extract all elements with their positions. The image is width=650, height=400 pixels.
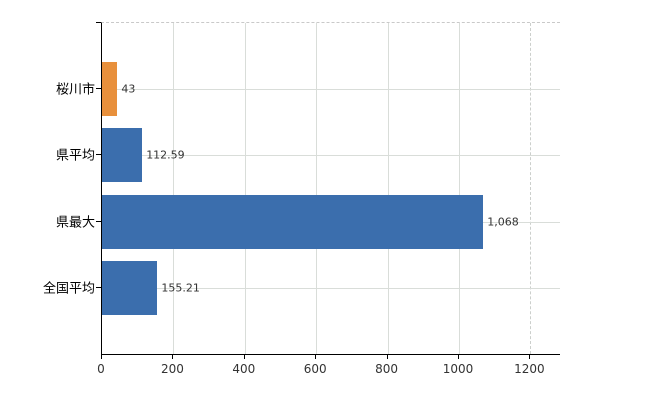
x-tick-label: 800 [375,362,399,376]
y-axis-tick [96,88,101,90]
x-axis-tick [457,354,459,359]
x-axis-tick [172,354,174,359]
horizontal-gridline [102,287,560,289]
x-tick-label: 200 [160,362,184,376]
vertical-gridline [244,23,246,354]
x-tick-label: 1000 [442,362,474,376]
category-label: 県最大 [55,215,95,231]
value-label: 1,068 [487,215,519,229]
x-axis-tick [315,354,317,359]
x-tick-label: 400 [232,362,256,376]
y-axis-tick [96,286,101,288]
x-axis-tick [386,354,388,359]
x-axis-tick [101,354,102,359]
bar-standard [102,260,158,315]
category-label: 県平均 [55,148,95,164]
bar-standard [102,128,143,183]
x-tick-label: 0 [97,362,105,376]
vertical-gridline [530,23,532,354]
horizontal-gridline [102,155,560,157]
vertical-gridline [316,23,318,354]
y-axis-tick [96,154,101,156]
plot-area: 43 112.59 1,068 155.21 [101,22,560,355]
x-tick-label: 1200 [514,362,545,376]
y-axis-tick [96,220,101,222]
category-label: 全国平均 [42,281,95,297]
x-axis-tick [529,354,531,359]
horizontal-gridline [102,89,560,91]
value-label: 43 [121,82,136,96]
value-label: 155.21 [161,281,200,295]
vertical-gridline [173,23,175,354]
x-tick-label: 600 [303,362,327,376]
bar-standard [102,194,484,249]
y-axis-top-tick [96,22,101,23]
bar-highlight [102,62,118,117]
x-axis-tick [243,354,245,359]
value-label: 112.59 [146,148,185,162]
vertical-gridline [458,23,460,354]
category-label: 桜川市 [55,82,95,98]
vertical-gridline [387,23,389,354]
